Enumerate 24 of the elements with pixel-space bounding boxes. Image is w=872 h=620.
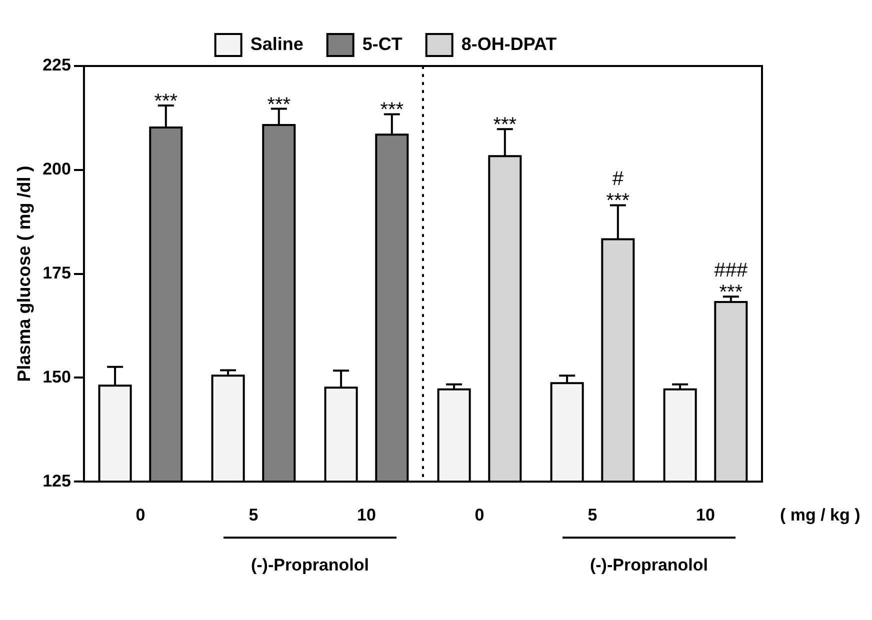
y-tick-label: 200 [42,160,71,179]
data-label: *** [380,99,404,122]
data-label: # *** [606,168,630,212]
x-tick-label: 5 [248,505,258,524]
x-tick-label: 0 [136,505,146,524]
data-label: *** [267,94,291,116]
y-tick-label: 125 [42,471,71,490]
text: ( mg / kg ) [780,505,860,524]
y-axis-title: Plasma glucose ( mg /dl ) [14,166,34,382]
data-label: ### *** [714,260,748,304]
data-label: *** [493,114,517,136]
x-tick-label: 0 [474,505,484,524]
x-tick-label: 5 [588,505,598,524]
legend-label: Saline [250,34,304,54]
y-tick-label: 225 [42,56,71,75]
x-tick-label: 10 [696,505,715,524]
y-tick-label: 175 [42,263,71,282]
legend-label: 5-CT [362,34,402,54]
x-tick-label: 10 [357,505,376,524]
data-label: *** [154,90,178,112]
text: (-)-Propranolol [590,555,708,574]
text: (-)-Propranolol [250,555,369,574]
y-tick-label: 150 [42,367,71,386]
legend-label: 8-OH-DPAT [461,34,557,54]
